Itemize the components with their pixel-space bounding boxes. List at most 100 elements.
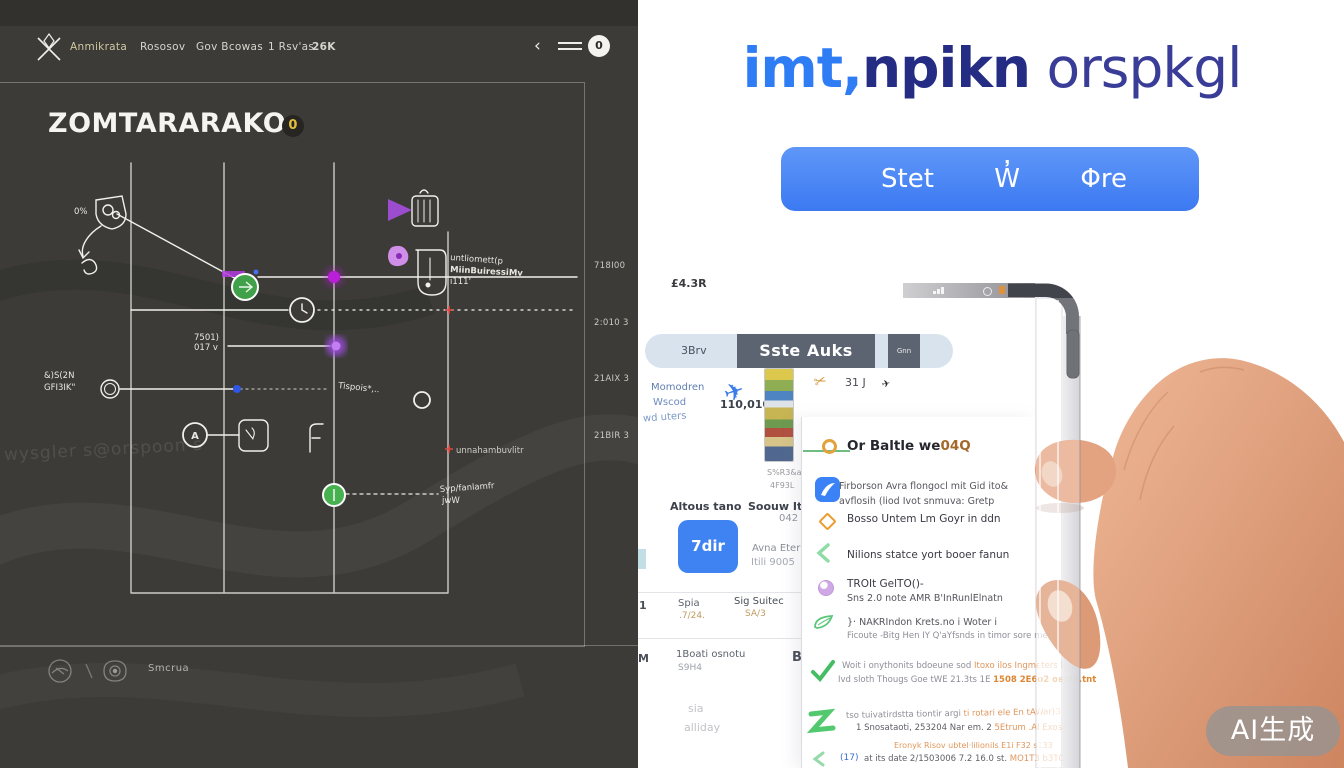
hero-title-part-1: imt,	[742, 36, 863, 100]
item-line: Bosso Untem Lm Goyr in ddn	[847, 513, 1001, 525]
faint-text-2: alliday	[684, 721, 721, 734]
footer-row1-a2: .7/24.	[679, 611, 705, 621]
ai-generated-watermark: AI生成	[1206, 706, 1340, 756]
blue-swoosh-app-icon	[815, 477, 840, 502]
faint-text-1: sia	[688, 702, 704, 715]
flight-code: 31 J	[845, 376, 866, 389]
pct-label: 0%	[74, 207, 88, 217]
ref-label-1: 7501)	[194, 333, 219, 343]
orange-ring-icon	[822, 439, 837, 454]
sign-label-2: GFI3IK"	[44, 383, 75, 393]
green-chevron-icon	[815, 543, 831, 567]
cta-button[interactable]: Stet W̓ Φre	[781, 147, 1199, 211]
item-line: at its date 2/1503006 7.2 16.0 st.	[864, 754, 1010, 764]
canvas-frame-bottom	[0, 645, 638, 646]
phone-list-sheet: Or Baltle we04Q Firborson Avra flongocl …	[801, 417, 1096, 768]
side-button[interactable]	[1066, 329, 1080, 379]
sign-label-1: &)S(2N	[44, 371, 74, 381]
annot-label-1: untliomett(p	[450, 253, 503, 267]
item-line: Nilions statce yort booer fanun	[847, 549, 1010, 561]
hand-photo	[1034, 358, 1344, 768]
item-pre-line: Eronyk Risov ubtel·lilionils E1i F32 s13…	[894, 741, 1053, 750]
scale-tick: 2:010 3	[594, 318, 629, 328]
index-finger	[1034, 439, 1117, 504]
item-line: Woit i onythonits bdoeune sod	[842, 661, 974, 671]
scale-tick: 718I00	[594, 261, 626, 271]
menu-item-2[interactable]: Rososov	[140, 41, 186, 53]
editor-panel: Anmikrata Rososov Gov Bcowas 1 Rsv'as 26…	[0, 0, 638, 768]
glass-edge-overlay	[1036, 298, 1081, 768]
segmented-control: 3Brv Sste Auks Gnn	[645, 334, 953, 368]
item-line: Ivd sloth Thougs Goe tWE 21.3ts 1E	[838, 675, 994, 685]
node-a-label: A	[191, 431, 199, 442]
hero-title-part-3: orspkgl	[1030, 36, 1243, 100]
menu-item-4[interactable]: 1 Rsv'as	[268, 41, 315, 53]
tispo-label: Tispois*,..	[337, 381, 380, 395]
w-glyph-icon: W̓	[994, 164, 1020, 194]
footer-tools[interactable]	[44, 656, 134, 686]
app-logo-icon[interactable]	[34, 32, 66, 64]
scale-tick: 21BIR 3	[594, 431, 630, 441]
menu-item-5[interactable]: 26K	[312, 41, 336, 53]
cut-char-2: M	[638, 652, 649, 665]
item-line: avflosih (liod Ivot snmuva: Gretp	[839, 496, 995, 507]
signal-bars-icon	[933, 287, 949, 294]
primary-app-button[interactable]: 7dir	[678, 520, 738, 573]
cut-char-1: 1	[639, 599, 647, 612]
wifi-dot-icon	[983, 287, 992, 296]
item-line: Ficoute -Bitg Hen IY Q'aYfsnds in timor …	[847, 631, 1064, 641]
col-sub-2: Itili 9005	[751, 557, 795, 568]
flight-line-2: Wscod	[653, 397, 687, 408]
footer-row1-a: Spia	[678, 598, 700, 609]
item-line: Sns 2.0 note AMR B'InRunlElnatn	[847, 593, 1003, 604]
annot-label-3: i111'	[450, 277, 471, 287]
ref-label-2: 017 v	[194, 343, 218, 353]
green-label-1: Syp/fanlamfr	[440, 481, 496, 495]
count-badge[interactable]: 0	[588, 35, 610, 57]
background-curves	[0, 259, 638, 578]
title-badge: 0	[282, 115, 305, 137]
teal-chip	[638, 549, 646, 569]
annot-label-2: MiinBuiressiMv	[450, 265, 524, 279]
column-header-2b: 042	[779, 513, 799, 524]
item-title: Or Baltle we	[847, 438, 941, 454]
tab-active[interactable]: Sste Auks	[737, 334, 875, 368]
footer-row1-b: Sig Suitec	[734, 596, 784, 607]
flight-line-1: Momodren	[651, 382, 705, 393]
divider	[638, 592, 801, 593]
tab-inactive[interactable]: 3Brv	[681, 344, 707, 357]
tab-mini[interactable]: Gnn	[888, 334, 920, 368]
purple-dot-icon	[818, 580, 834, 596]
green-z-icon	[806, 707, 838, 741]
column-header-1: Altous tano	[670, 500, 742, 513]
photo-thumbnail[interactable]	[764, 368, 794, 462]
item-line: Firborson Avra flongocl mit Gid ito&	[839, 481, 1008, 492]
col-sub-1: Avna Eter	[752, 543, 801, 554]
green-check-icon	[810, 659, 836, 687]
mid-text-2: 4F93L	[770, 481, 795, 490]
page-title: ZOMTARARAKO 0	[48, 108, 305, 139]
hamburger-menu-icon[interactable]	[558, 42, 582, 50]
green-label-2: jwW	[441, 496, 460, 506]
back-chevron-icon[interactable]: ‹	[534, 36, 541, 56]
hero-title: imt,npikn orspkgl	[700, 36, 1284, 100]
green-chevron-icon	[812, 751, 826, 768]
menu-item-1[interactable]: Anmikrata	[70, 41, 128, 53]
footer-row1-b2: SA/3	[745, 609, 766, 619]
editor-top-strip	[0, 0, 638, 26]
item-line: TROIt GelTO()-	[847, 578, 924, 590]
link-badge[interactable]: (17)	[840, 753, 859, 763]
row2-right: B	[792, 650, 802, 665]
thumbnail-nail	[1047, 590, 1073, 622]
price-label: £4.3R	[671, 277, 707, 290]
menu-item-3[interactable]: Gov Bcowas	[196, 41, 264, 53]
scale-tick: 21AIX 3	[594, 374, 630, 384]
item-line-hl: 5Etrum .AI Exosei	[994, 723, 1070, 733]
wireframe-diagram[interactable]: 0% 7501) 017 v &)S(2N GFI3IK" Tispois*,.…	[0, 0, 638, 768]
row2-label: 1Boati osnotu	[676, 649, 746, 660]
dotted-label: unnahambuvlitr	[456, 446, 524, 456]
cta-label-1: Stet	[881, 164, 934, 194]
item-line: 1 Snosataoti, 253204 Nar em. 2	[856, 723, 995, 733]
